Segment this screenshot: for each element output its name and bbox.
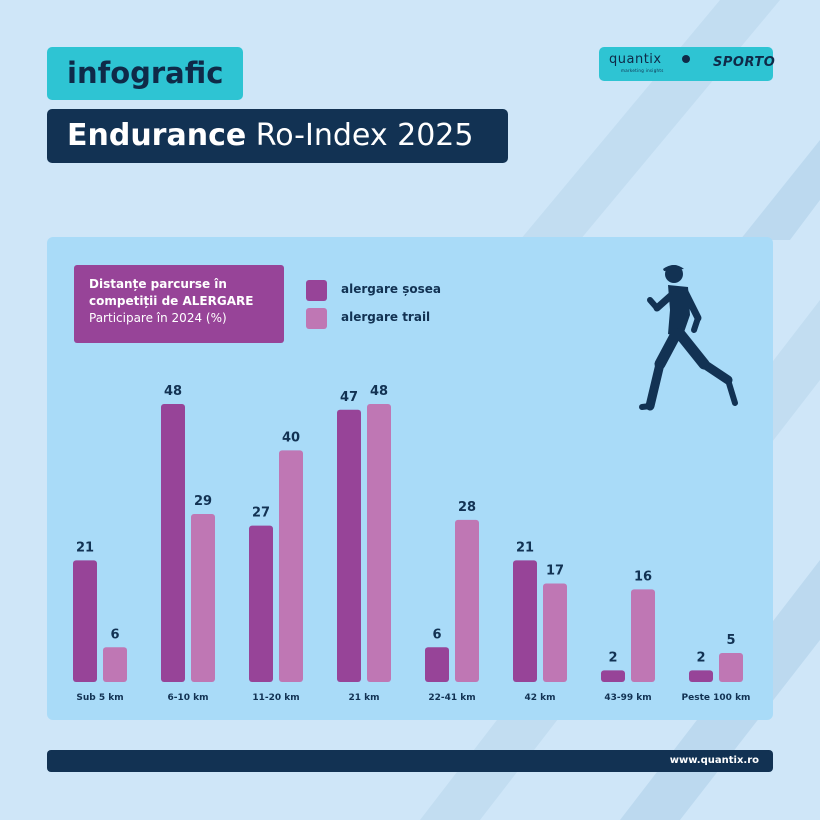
bar-trail: [543, 583, 567, 682]
bar-trail: [103, 647, 127, 682]
chart-title-box: Distanțe parcurse în competiții de ALERG…: [74, 265, 284, 343]
data-label: 27: [252, 506, 270, 521]
title-bold: Endurance: [67, 118, 247, 153]
chart-subtitle: Participare în 2024 (%): [89, 311, 227, 325]
data-label: 21: [76, 540, 94, 555]
infographic-tag: infografic: [47, 47, 243, 100]
category-label: 6-10 km: [167, 693, 208, 703]
data-label: 16: [634, 569, 652, 584]
sporto-logo: SPORTO: [713, 55, 776, 70]
data-label: 28: [458, 500, 476, 515]
legend-swatch-road: [306, 280, 327, 301]
bar-trail: [279, 450, 303, 682]
bar-road: [601, 670, 625, 682]
data-label: 40: [282, 430, 300, 445]
data-label: 48: [164, 384, 182, 399]
running-man-icon: [639, 265, 738, 411]
data-label: 6: [432, 627, 441, 642]
category-label: 43-99 km: [604, 693, 651, 703]
partner-logos: quantix marketing insights SPORTO: [599, 47, 776, 81]
bar-trail: [455, 519, 479, 682]
data-label: 21: [516, 540, 534, 555]
legend-swatch-trail: [306, 308, 327, 329]
title-rest: Ro-Index 2025: [246, 118, 474, 153]
data-label: 29: [194, 494, 212, 509]
bar-trail: [367, 404, 391, 682]
legend-label-trail: alergare trail: [341, 310, 431, 324]
quantix-tagline: marketing insights: [621, 68, 664, 73]
data-label: 48: [370, 384, 388, 399]
data-label: 6: [110, 627, 119, 642]
bar-road: [73, 560, 97, 682]
data-label: 2: [608, 650, 617, 665]
bar-road: [249, 525, 273, 682]
footer-url: www.quantix.ro: [669, 755, 759, 766]
legend-label-road: alergare șosea: [341, 282, 441, 296]
quantix-logo: quantix: [609, 52, 662, 67]
category-label: 42 km: [524, 693, 555, 703]
bar-trail: [719, 653, 743, 682]
chart-title-line2: competiții de ALERGARE: [89, 294, 254, 308]
chart-title-line1: Distanțe parcurse în: [89, 277, 227, 291]
data-label: 2: [696, 650, 705, 665]
bar-road: [337, 409, 361, 682]
bar-road: [689, 670, 713, 682]
bar-trail: [631, 589, 655, 682]
page-title: Endurance Ro-Index 2025: [47, 109, 508, 163]
category-label: Sub 5 km: [76, 693, 123, 703]
quantix-logo-dot: [682, 55, 690, 63]
data-label: 17: [546, 564, 564, 579]
bar-trail: [191, 514, 215, 682]
bar-road: [513, 560, 537, 682]
category-label: 11-20 km: [252, 693, 299, 703]
category-label: 21 km: [348, 693, 379, 703]
data-label: 47: [340, 390, 358, 405]
bar-road: [161, 404, 185, 682]
footer-bar: www.quantix.ro: [47, 750, 773, 772]
category-label: 22-41 km: [428, 693, 475, 703]
data-label: 5: [726, 633, 735, 648]
category-label: Peste 100 km: [682, 693, 751, 703]
bar-road: [425, 647, 449, 682]
